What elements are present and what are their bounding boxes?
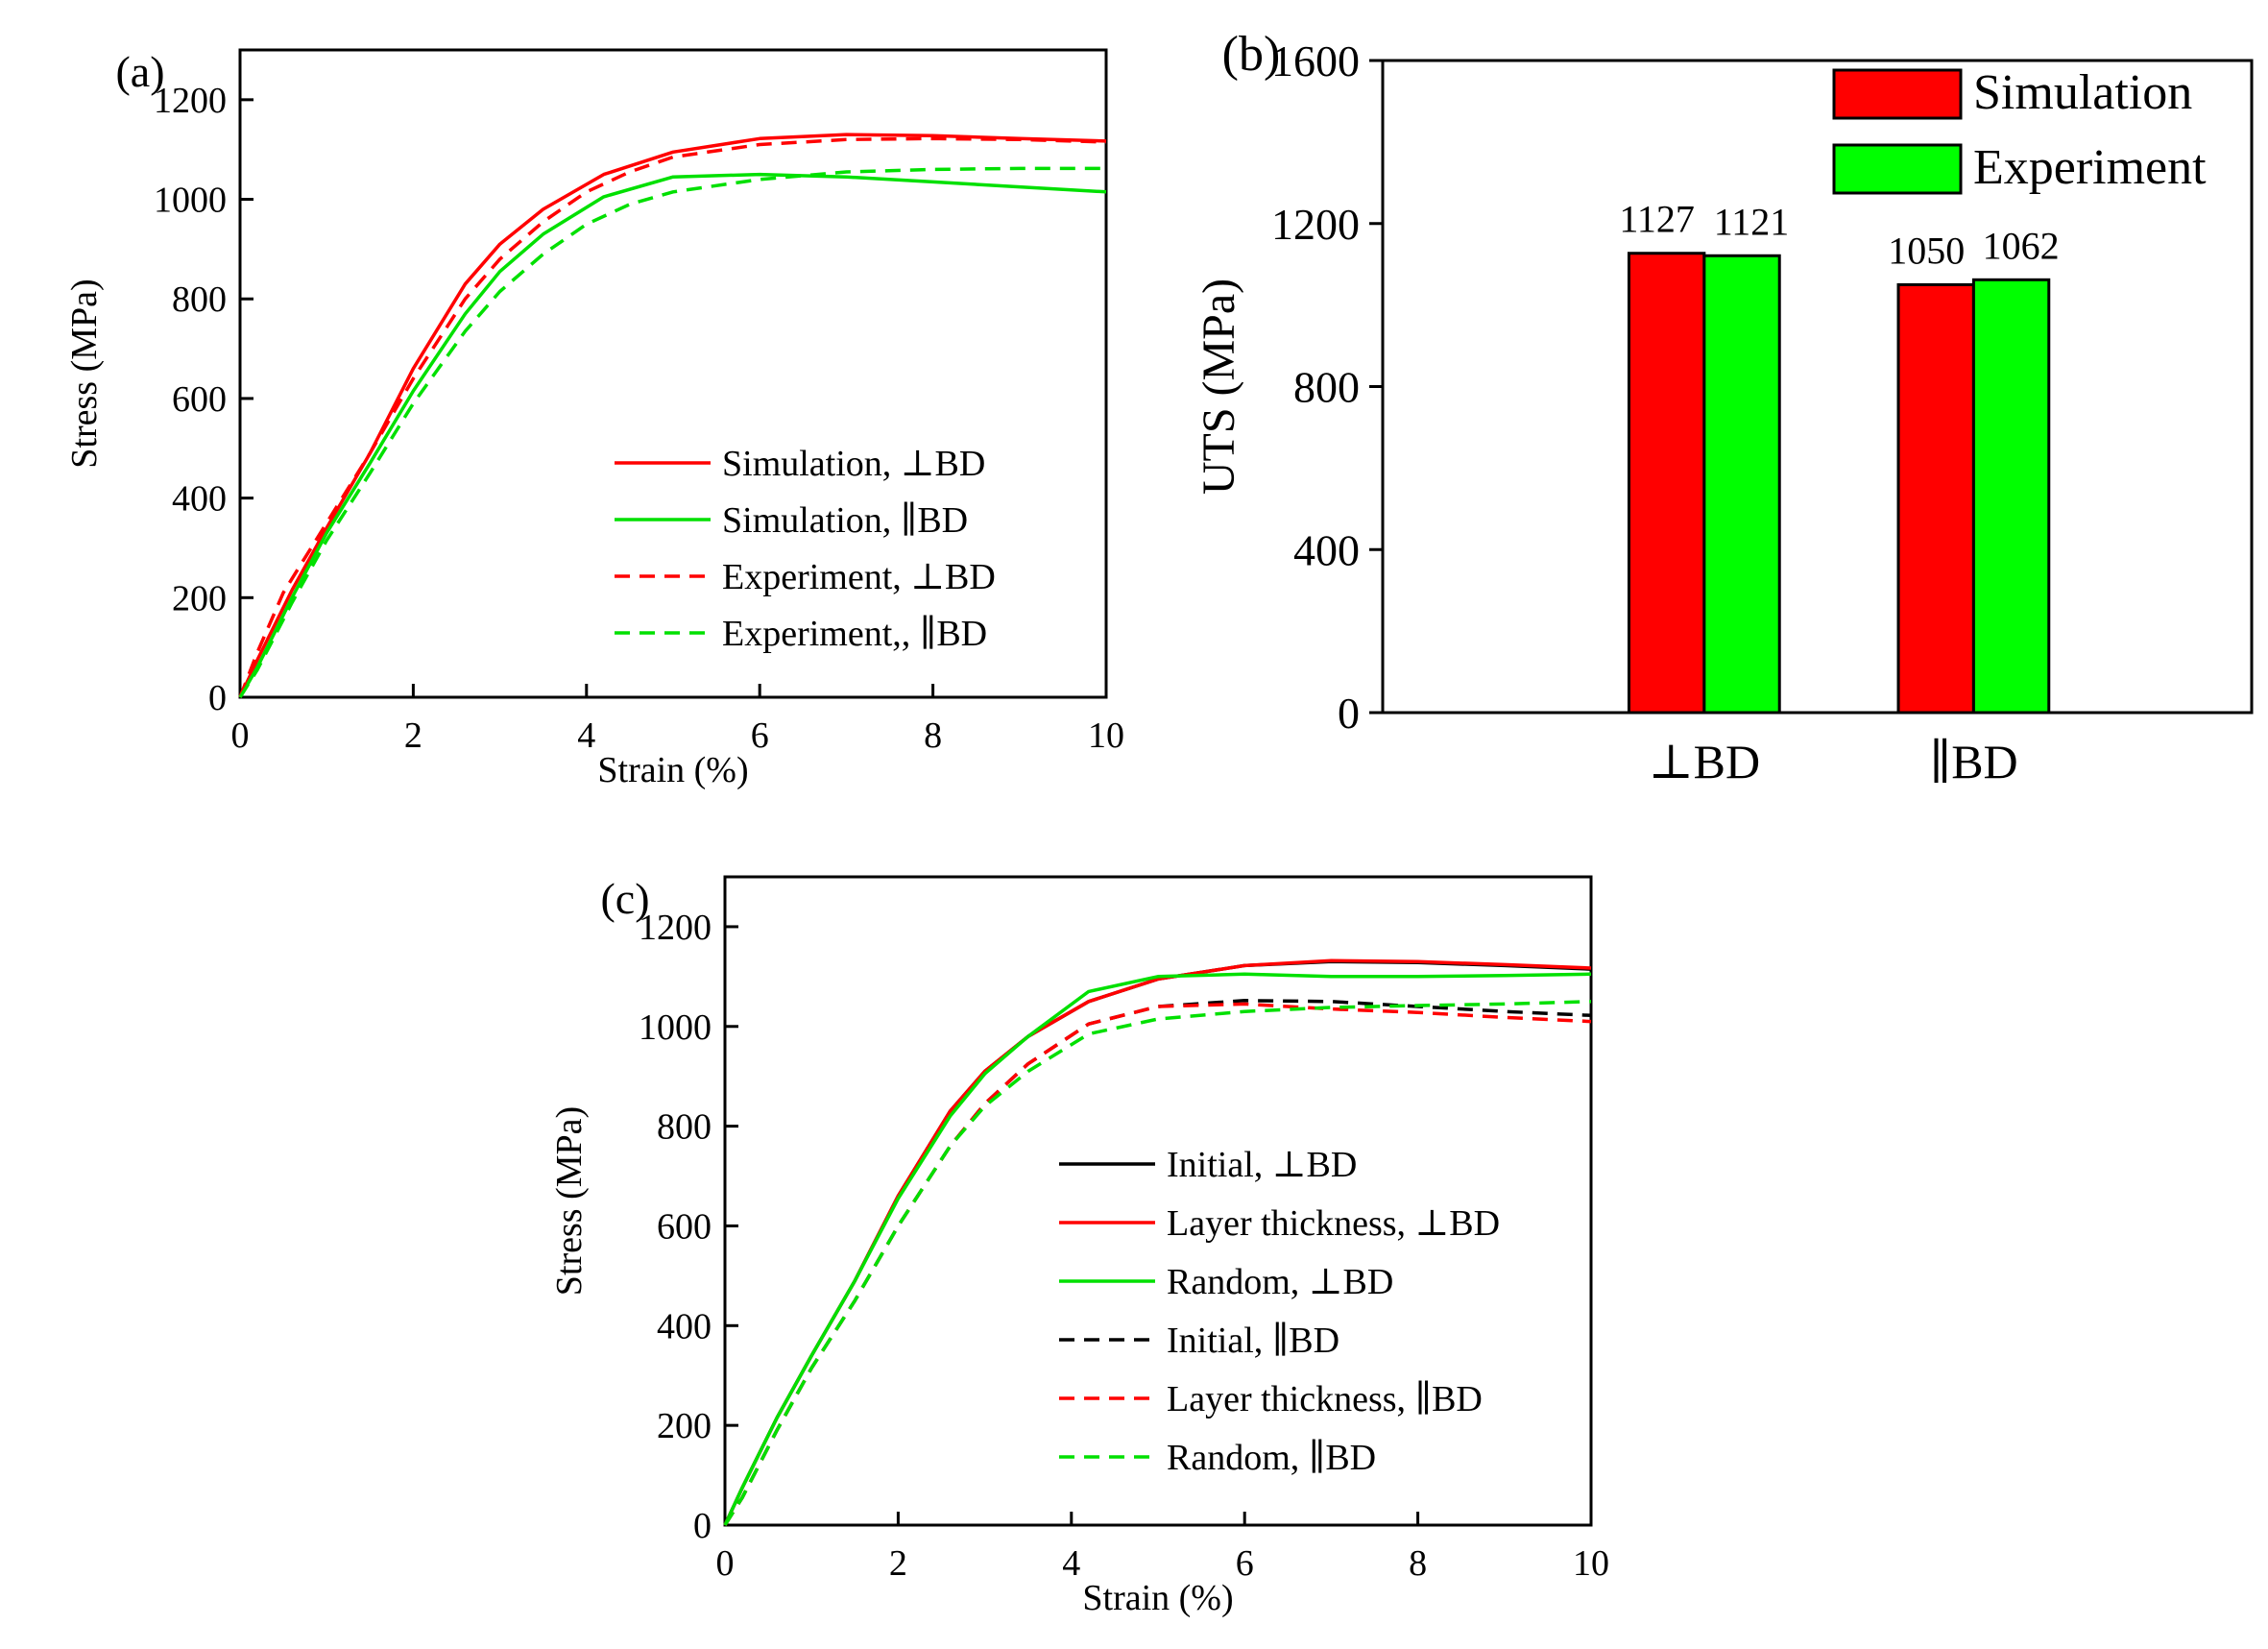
bar-data-label: 1062: [1983, 224, 2060, 267]
bar: [1627, 252, 1706, 715]
legend-label: Layer thickness, ∥BD: [1167, 1379, 1483, 1419]
y-tick-label: 600: [657, 1206, 712, 1247]
category-label: ∥BD: [1929, 735, 2018, 788]
bar-data-label: 1121: [1714, 200, 1790, 243]
y-tick-label: 0: [208, 678, 227, 718]
y-tick-label: 400: [1293, 525, 1360, 574]
y-tick-label: 1600: [1271, 36, 1360, 85]
bar: [1971, 278, 2051, 715]
x-axis-label: Strain (%): [597, 750, 748, 790]
y-tick-label: 1000: [154, 181, 227, 221]
x-tick-label: 0: [231, 715, 250, 756]
series-line: [723, 972, 1592, 1526]
legend-label: Initial, ∥BD: [1167, 1321, 1339, 1361]
category-label: ⊥BD: [1649, 735, 1760, 788]
legend-label: Simulation: [1973, 65, 2192, 120]
legend-label: Initial, ⊥BD: [1167, 1145, 1357, 1185]
plot-frame: [238, 48, 1108, 699]
legend-label: Experiment, ⊥BD: [722, 557, 996, 597]
series-line: [723, 1000, 1592, 1526]
panel-label: (a): [115, 47, 164, 96]
y-tick-label: 1000: [639, 1007, 712, 1048]
y-tick-label: 800: [657, 1107, 712, 1148]
y-tick-label: 400: [657, 1306, 712, 1346]
legend-label: Random, ∥BD: [1167, 1438, 1376, 1478]
x-tick-label: 4: [1062, 1543, 1080, 1584]
y-tick-label: 1200: [639, 908, 712, 948]
legend-swatch: [1832, 143, 1963, 195]
legend-label: Simulation, ⊥BD: [722, 444, 985, 484]
y-tick-label: 400: [172, 479, 227, 520]
legend-label: Layer thickness, ⊥BD: [1167, 1203, 1500, 1244]
x-tick-label: 2: [889, 1543, 907, 1584]
bar-data-label: 1127: [1619, 198, 1695, 241]
legend-swatch: [1832, 68, 1963, 120]
y-tick-label: 200: [657, 1406, 712, 1446]
x-tick-label: 10: [1088, 715, 1124, 756]
plot-frame: [723, 875, 1593, 1527]
y-tick-label: 0: [1338, 689, 1360, 738]
y-tick-label: 0: [693, 1506, 712, 1546]
series-line: [238, 172, 1107, 698]
bar: [1702, 254, 1781, 715]
legend-label: Experiment: [1973, 140, 2207, 195]
series-line: [723, 999, 1592, 1526]
series-line: [723, 1002, 1592, 1526]
y-axis-label: Stress (MPa): [549, 1106, 590, 1296]
x-tick-label: 10: [1573, 1543, 1609, 1584]
x-tick-label: 8: [1409, 1543, 1427, 1584]
x-tick-label: 6: [751, 715, 769, 756]
x-tick-label: 0: [716, 1543, 735, 1584]
y-tick-label: 600: [172, 379, 227, 420]
x-tick-label: 6: [1236, 1543, 1254, 1584]
y-axis-label: UTS (MPa): [1194, 279, 1244, 495]
panel-label: (c): [600, 874, 649, 923]
x-tick-label: 8: [924, 715, 942, 756]
x-tick-label: 4: [577, 715, 595, 756]
y-tick-label: 1200: [1271, 200, 1360, 249]
panel-c-line-chart: (c) 0 2 4 6 8 10 0 200 400 600 800 1000 1200 Strain (%…: [549, 874, 1609, 1618]
series-line: [238, 133, 1107, 698]
bar: [1896, 282, 1975, 715]
y-tick-label: 200: [172, 578, 227, 618]
x-axis-label: Strain (%): [1082, 1578, 1233, 1618]
y-tick-label: 1200: [154, 81, 227, 121]
y-axis-label: Stress (MPa): [64, 279, 105, 468]
y-tick-label: 800: [1293, 363, 1360, 412]
y-tick-label: 800: [172, 279, 227, 320]
legend-label: Simulation, ∥BD: [722, 500, 968, 541]
x-tick-label: 2: [404, 715, 422, 756]
panel-label: (b): [1222, 27, 1281, 82]
series-line: [238, 166, 1106, 698]
panel-b-bar-chart: (b) 0 400 800 1200 1600 UTS (MPa) ⊥BD 1127 1121 ∥B…: [1194, 27, 2254, 788]
bar-data-label: 1050: [1888, 229, 1965, 272]
panel-a-line-chart: (a) 0 2 4 6 8 10 0 200 400 600 800 1000 1200 Strain (%…: [64, 47, 1124, 790]
legend-label: Random, ⊥BD: [1167, 1262, 1393, 1302]
legend-label: Experiment,, ∥BD: [722, 614, 987, 654]
